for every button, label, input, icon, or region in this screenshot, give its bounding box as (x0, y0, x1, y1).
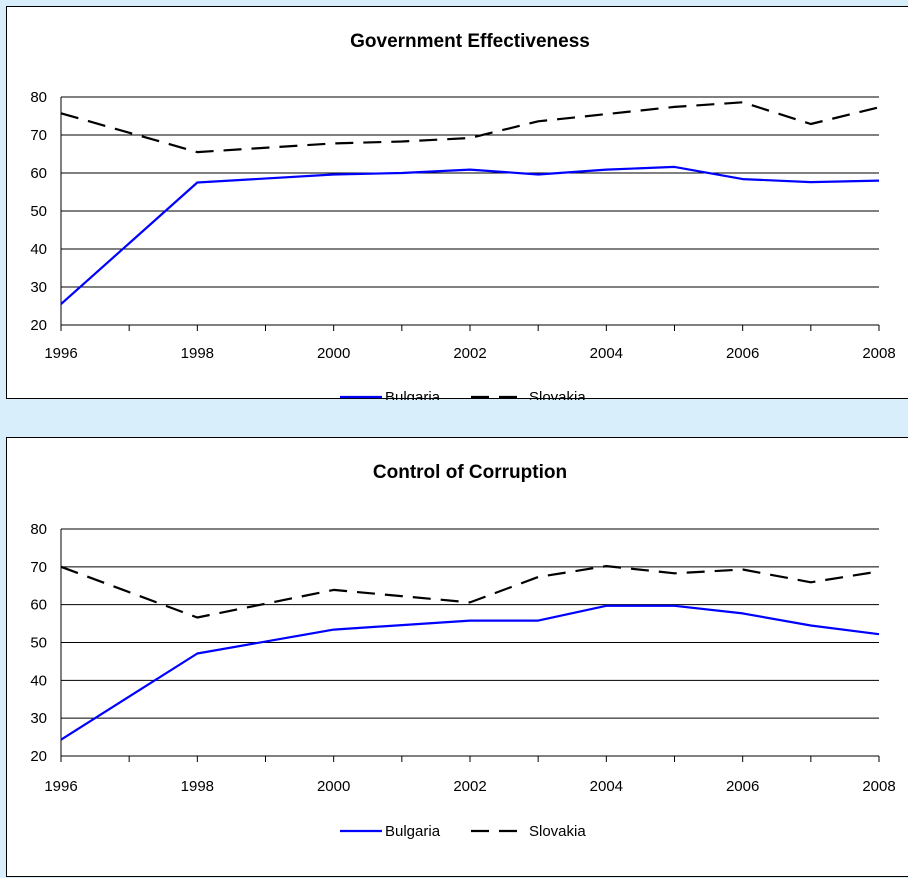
data-point-slovakia-2001 (401, 140, 403, 142)
x-tick-label-2002: 2002 (453, 778, 486, 795)
y-tick-label-70: 70 (30, 559, 47, 576)
chart-panel-government-effectiveness: Government Effectiveness 20 30 40 50 60 70 80 19… (6, 6, 908, 400)
chart-title: Government Effectiveness (350, 31, 590, 52)
data-point-slovakia-2002 (469, 137, 471, 139)
data-point-slovakia-2005 (673, 572, 675, 574)
data-point-bulgaria-2001 (401, 172, 403, 174)
data-point-bulgaria-1996 (60, 303, 62, 305)
data-point-slovakia-2008 (878, 570, 880, 572)
x-tick-label-2004: 2004 (590, 345, 623, 362)
x-tick-label-2000: 2000 (317, 345, 350, 362)
line-chart-control-of-corruption: Control of Corruption 20 30 40 50 60 70 80 1996 1… (30, 462, 895, 840)
data-point-slovakia-2007 (810, 123, 812, 125)
data-point-bulgaria-2007 (810, 624, 812, 626)
y-tick-label-60: 60 (30, 165, 47, 182)
legend: Bulgaria Slovakia (340, 823, 586, 840)
legend-label-slovakia: Slovakia (529, 823, 586, 840)
legend-label-bulgaria: Bulgaria (385, 389, 441, 400)
data-point-slovakia-2005 (673, 106, 675, 108)
data-point-bulgaria-2003 (537, 619, 539, 621)
data-point-slovakia-2004 (605, 565, 607, 567)
data-point-bulgaria-2003 (537, 173, 539, 175)
data-point-bulgaria-2000 (332, 173, 334, 175)
x-tick-label-1996: 1996 (44, 345, 77, 362)
legend: Bulgaria Slovakia (340, 389, 586, 400)
data-point-bulgaria-2006 (741, 612, 743, 614)
series-line-slovakia (60, 565, 880, 619)
data-point-slovakia-2007 (810, 581, 812, 583)
data-point-slovakia-1998 (196, 151, 198, 153)
y-tick-label-60: 60 (30, 597, 47, 614)
data-point-slovakia-2006 (741, 568, 743, 570)
data-point-bulgaria-2002 (469, 168, 471, 170)
data-point-bulgaria-2004 (605, 605, 607, 607)
y-tick-label-80: 80 (30, 521, 47, 538)
data-point-slovakia-2004 (605, 113, 607, 115)
x-tick-label-1998: 1998 (181, 778, 214, 795)
data-point-bulgaria-1998 (196, 181, 198, 183)
data-point-bulgaria-2000 (332, 628, 334, 630)
data-point-slovakia-1996 (60, 566, 62, 568)
data-point-bulgaria-2007 (810, 181, 812, 183)
data-point-bulgaria-2008 (878, 179, 880, 181)
y-tick-label-30: 30 (30, 710, 47, 727)
chart-title: Control of Corruption (373, 462, 567, 483)
series-line-bulgaria (60, 165, 880, 305)
y-tick-label-20: 20 (30, 317, 47, 334)
data-point-bulgaria-1996 (60, 739, 62, 741)
data-point-slovakia-2002 (469, 601, 471, 603)
data-point-bulgaria-1998 (196, 652, 198, 654)
y-tick-label-50: 50 (30, 203, 47, 220)
data-point-bulgaria-2006 (741, 178, 743, 180)
chart-panel-control-of-corruption: Control of Corruption 20 30 40 50 60 70 80 1996 1… (6, 437, 908, 877)
data-point-bulgaria-2002 (469, 619, 471, 621)
data-point-slovakia-1996 (60, 112, 62, 114)
x-tick-label-2008: 2008 (862, 778, 895, 795)
x-tick-label-2006: 2006 (726, 345, 759, 362)
series-line-slovakia (60, 101, 880, 154)
x-tick-label-2002: 2002 (453, 345, 486, 362)
y-tick-label-40: 40 (30, 241, 47, 258)
data-point-bulgaria-2008 (878, 633, 880, 635)
legend-label-slovakia: Slovakia (529, 389, 586, 400)
legend-label-bulgaria: Bulgaria (385, 823, 441, 840)
data-point-bulgaria-2005 (673, 605, 675, 607)
y-tick-label-20: 20 (30, 748, 47, 765)
y-tick-label-40: 40 (30, 672, 47, 689)
data-point-slovakia-2000 (332, 589, 334, 591)
data-point-slovakia-2000 (332, 142, 334, 144)
x-tick-label-1998: 1998 (181, 345, 214, 362)
x-tick-label-2008: 2008 (862, 345, 895, 362)
x-tick-label-2006: 2006 (726, 778, 759, 795)
data-point-slovakia-2008 (878, 106, 880, 108)
y-tick-label-30: 30 (30, 279, 47, 296)
y-tick-label-80: 80 (30, 89, 47, 106)
data-point-slovakia-2003 (537, 120, 539, 122)
series-line-bulgaria (60, 604, 880, 741)
x-tick-label-2004: 2004 (590, 778, 623, 795)
data-point-bulgaria-2005 (673, 166, 675, 168)
x-tick-label-1996: 1996 (44, 778, 77, 795)
x-tick-label-2000: 2000 (317, 778, 350, 795)
y-tick-label-70: 70 (30, 127, 47, 144)
data-point-slovakia-1998 (196, 616, 198, 618)
y-tick-label-50: 50 (30, 635, 47, 652)
data-point-bulgaria-2004 (605, 168, 607, 170)
data-point-slovakia-2006 (741, 101, 743, 103)
line-chart-government-effectiveness: Government Effectiveness 20 30 40 50 60 70 80 19… (30, 31, 895, 400)
data-point-slovakia-2003 (537, 576, 539, 578)
